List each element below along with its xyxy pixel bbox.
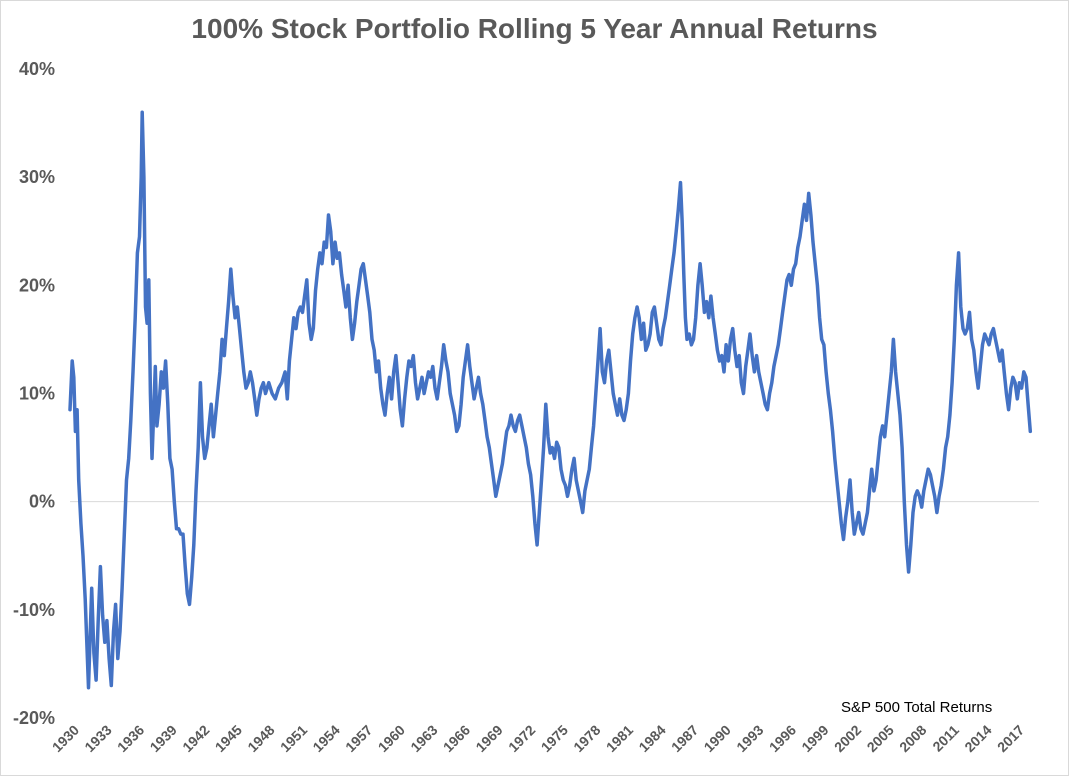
x-tick-label: 1993: [733, 722, 766, 755]
x-tick-label: 2005: [864, 722, 897, 755]
x-tick-label: 1996: [766, 722, 799, 755]
x-tick-label: 1960: [375, 722, 408, 755]
x-tick-label: 2011: [929, 722, 962, 755]
x-tick-label: 1981: [603, 722, 636, 755]
x-tick-label: 1948: [244, 722, 277, 755]
source-annotation: S&P 500 Total Returns: [841, 699, 993, 716]
y-tick-label: 20%: [19, 275, 55, 295]
x-tick-label: 1936: [114, 722, 147, 755]
x-axis: 1930 1933 1936 1939 1942 1945 1948 1951 1954 1957…: [49, 722, 1028, 755]
x-tick-label: 1957: [342, 722, 375, 755]
x-tick-label: 1954: [309, 722, 342, 755]
x-tick-label: 1999: [798, 722, 831, 755]
y-tick-label: 0%: [29, 492, 55, 512]
x-tick-label: 1975: [538, 722, 571, 755]
x-tick-label: 2002: [831, 722, 864, 755]
y-tick-label: 40%: [19, 59, 55, 79]
x-tick-label: 1945: [212, 722, 245, 755]
y-tick-label: -20%: [13, 708, 55, 728]
y-tick-label: -10%: [13, 600, 55, 620]
x-tick-label: 1951: [277, 722, 310, 755]
y-tick-label: 30%: [19, 167, 55, 187]
x-tick-label: 2014: [961, 722, 994, 755]
y-axis: -20% -10% 0% 10% 20% 30% 40%: [13, 59, 55, 728]
x-tick-label: 2008: [896, 722, 929, 755]
x-tick-label: 2017: [994, 722, 1027, 755]
x-tick-label: 1933: [81, 722, 114, 755]
x-tick-label: 1969: [472, 722, 505, 755]
x-tick-label: 1978: [570, 722, 603, 755]
x-tick-label: 1990: [701, 722, 734, 755]
x-tick-label: 1972: [505, 722, 538, 755]
x-tick-label: 1939: [147, 722, 180, 755]
chart-title: 100% Stock Portfolio Rolling 5 Year Annu…: [191, 13, 878, 44]
series-line: [68, 110, 1033, 690]
x-tick-label: 1963: [407, 722, 440, 755]
y-tick-label: 10%: [19, 384, 55, 404]
x-tick-label: 1942: [179, 722, 212, 755]
x-tick-label: 1966: [440, 722, 473, 755]
x-tick-label: 1987: [668, 722, 701, 755]
x-tick-label: 1984: [635, 722, 668, 755]
